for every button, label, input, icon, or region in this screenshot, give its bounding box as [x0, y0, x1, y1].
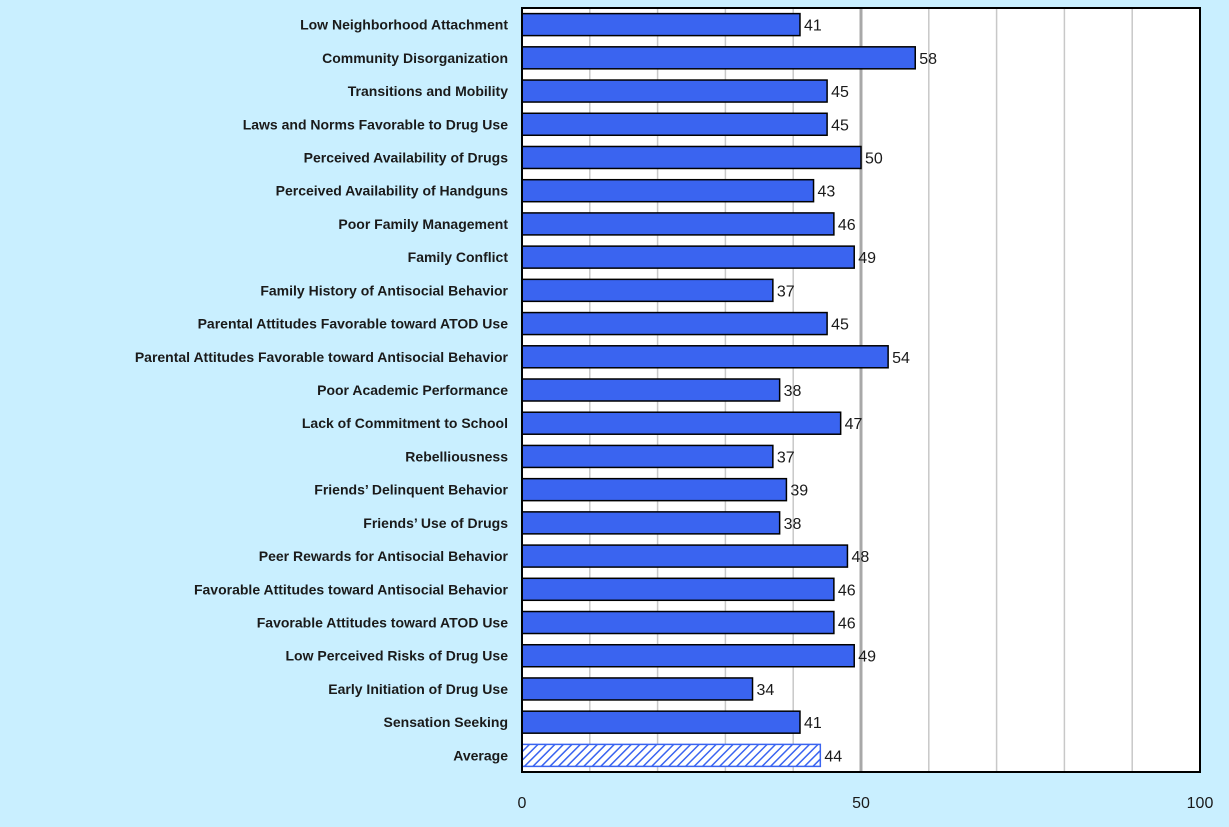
bar — [521, 345, 889, 369]
category-label: Low Perceived Risks of Drug Use — [285, 648, 508, 664]
category-label: Early Initiation of Drug Use — [328, 681, 508, 697]
category-label: Friends’ Delinquent Behavior — [314, 482, 508, 498]
bar — [521, 378, 781, 402]
value-label: 45 — [831, 84, 849, 101]
category-label: Favorable Attitudes toward ATOD Use — [257, 615, 508, 631]
category-label: Transitions and Mobility — [348, 83, 508, 99]
bar — [521, 79, 828, 103]
bar — [521, 710, 801, 734]
category-label: Average — [453, 747, 508, 763]
value-label: 49 — [858, 649, 876, 666]
bar — [521, 311, 828, 336]
value-label: 45 — [831, 317, 849, 334]
category-label: Friends’ Use of Drugs — [363, 515, 508, 531]
bar — [521, 178, 815, 203]
bar — [521, 212, 835, 236]
x-axis-tick-labels: 0 50 100 — [518, 795, 1214, 812]
category-label: Family Conflict — [408, 249, 509, 265]
value-label: 39 — [790, 483, 808, 500]
value-label: 46 — [838, 582, 856, 599]
value-label: 45 — [831, 117, 849, 134]
bar — [521, 411, 842, 435]
bar — [521, 112, 828, 137]
value-label: 37 — [777, 449, 795, 466]
value-label: 38 — [784, 516, 802, 533]
category-label: Parental Attitudes Favorable toward ATOD… — [198, 316, 509, 332]
value-label: 47 — [845, 416, 863, 433]
value-label: 49 — [858, 250, 876, 267]
value-label: 58 — [919, 51, 937, 68]
bar-average — [521, 743, 822, 768]
category-label: Rebelliousness — [405, 448, 508, 464]
category-label: Poor Academic Performance — [317, 382, 508, 398]
x-tick-label: 0 — [518, 795, 527, 812]
value-label: 54 — [892, 350, 910, 367]
value-label: 34 — [757, 682, 775, 699]
category-label: Poor Family Management — [338, 216, 508, 232]
bar — [521, 610, 835, 635]
value-label: 38 — [784, 383, 802, 400]
value-label: 50 — [865, 150, 883, 167]
bar — [521, 145, 862, 170]
value-labels: 4158454550434649374554384737393848464649… — [757, 18, 938, 766]
category-label: Perceived Availability of Handguns — [276, 183, 509, 199]
category-label: Community Disorganization — [322, 50, 508, 66]
category-labels: Low Neighborhood Attachment Community Dis… — [135, 17, 509, 764]
value-label: 46 — [838, 217, 856, 234]
category-label: Favorable Attitudes toward Antisocial Be… — [194, 581, 509, 597]
category-label: Family History of Antisocial Behavior — [260, 282, 508, 298]
bar — [521, 577, 835, 602]
bar — [521, 477, 788, 502]
bar — [521, 444, 774, 469]
category-label: Sensation Seeking — [384, 714, 508, 730]
bar — [521, 12, 801, 37]
bar — [521, 544, 849, 568]
category-label: Low Neighborhood Attachment — [300, 17, 508, 33]
bar — [521, 511, 781, 535]
value-label: 44 — [824, 748, 842, 765]
plot-border — [521, 7, 1201, 773]
bar — [521, 46, 916, 70]
bar — [521, 278, 774, 303]
category-label: Perceived Availability of Drugs — [304, 149, 509, 165]
category-label: Lack of Commitment to School — [302, 415, 508, 431]
category-label: Laws and Norms Favorable to Drug Use — [243, 116, 508, 132]
value-label: 41 — [804, 18, 822, 35]
category-label: Peer Rewards for Antisocial Behavior — [259, 548, 509, 564]
value-label: 48 — [851, 549, 869, 566]
bar — [521, 245, 855, 269]
value-label: 37 — [777, 283, 795, 300]
value-label: 46 — [838, 616, 856, 633]
value-label: 41 — [804, 715, 822, 732]
x-tick-label: 100 — [1187, 795, 1214, 812]
category-label: Parental Attitudes Favorable toward Anti… — [135, 349, 509, 365]
value-label: 43 — [818, 184, 836, 201]
bar — [521, 643, 855, 668]
bar — [521, 677, 754, 701]
x-tick-label: 50 — [852, 795, 870, 812]
